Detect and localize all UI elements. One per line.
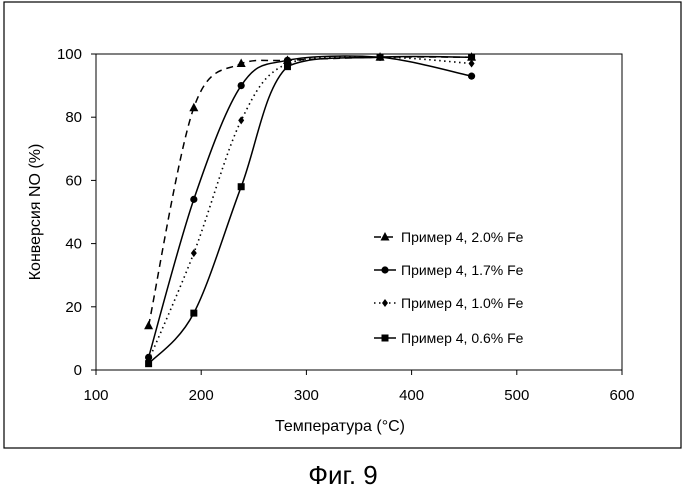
legend-marker-4 bbox=[382, 335, 389, 342]
data-point-s4-4 bbox=[377, 54, 384, 61]
x-tick-label-300: 300 bbox=[294, 387, 319, 404]
figure-caption: Фиг. 9 bbox=[0, 460, 686, 491]
y-tick-label-60: 60 bbox=[65, 172, 82, 189]
x-tick-label-600: 600 bbox=[609, 387, 634, 404]
legend-label-3: Пример 4, 1.0% Fe bbox=[401, 295, 524, 311]
legend-label-2: Пример 4, 1.7% Fe bbox=[401, 262, 524, 278]
legend-marker-2 bbox=[381, 266, 388, 273]
legend-label-1: Пример 4, 2.0% Fe bbox=[401, 229, 524, 245]
y-tick-label-100: 100 bbox=[57, 46, 82, 63]
chart: 100 200 300 400 500 600 0 20 40 60 80 100 Температу… bbox=[0, 0, 686, 500]
legend-label-4: Пример 4, 0.6% Fe bbox=[401, 330, 524, 346]
x-tick-label-100: 100 bbox=[83, 387, 108, 404]
data-point-s2-1 bbox=[190, 196, 197, 203]
x-tick-label-400: 400 bbox=[399, 387, 424, 404]
data-point-s2-5 bbox=[468, 73, 475, 80]
y-tick-label-40: 40 bbox=[65, 236, 82, 253]
y-tick-label-80: 80 bbox=[65, 109, 82, 126]
y-tick-label-20: 20 bbox=[65, 299, 82, 316]
data-point-s4-1 bbox=[190, 310, 197, 317]
data-point-s4-2 bbox=[238, 183, 245, 190]
y-tick-label-0: 0 bbox=[74, 362, 82, 379]
data-point-s4-3 bbox=[284, 63, 291, 70]
x-tick-label-500: 500 bbox=[504, 387, 529, 404]
chart-frame bbox=[4, 2, 681, 448]
y-axis-label: Конверсия NO (%) bbox=[27, 144, 44, 281]
x-axis-label: Температура (°C) bbox=[275, 418, 405, 435]
data-point-s2-2 bbox=[238, 82, 245, 89]
x-tick-label-200: 200 bbox=[189, 387, 214, 404]
data-point-s4-0 bbox=[145, 360, 152, 367]
data-point-s4-5 bbox=[468, 54, 475, 61]
